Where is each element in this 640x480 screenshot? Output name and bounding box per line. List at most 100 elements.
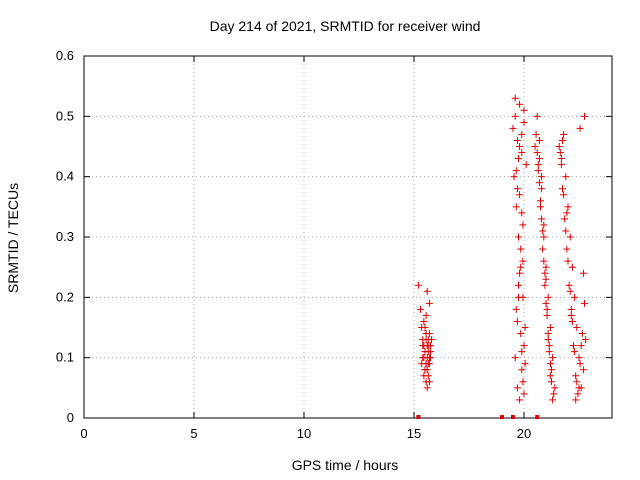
data-point [515,233,522,241]
data-point [517,245,525,253]
data-point [520,106,528,114]
data-point [563,209,571,217]
data-point [562,227,570,235]
data-point [421,348,429,356]
data-point [546,360,554,368]
data-point [517,330,525,338]
zero-marker [535,415,540,419]
data-point [515,155,522,163]
data-point [513,384,521,392]
data-point [510,173,518,181]
data-point [556,149,564,157]
data-point [420,317,428,325]
data-point [513,136,521,144]
data-point [516,269,524,277]
data-point [545,348,553,356]
data-point [564,203,572,211]
gridlines [84,56,612,418]
data-point [575,354,583,362]
y-tick-label: 0.4 [56,169,74,184]
data-point [557,161,565,169]
data-point [518,149,526,157]
data-point [425,299,433,307]
data-point [539,245,547,253]
data-point [550,390,558,398]
data-point [535,136,543,144]
data-point [418,360,426,368]
data-point [520,390,528,398]
data-point [516,143,524,150]
data-point [560,191,568,199]
zero-marker [500,415,504,419]
data-point [535,179,543,187]
data-point [517,263,525,271]
data-point [576,124,584,132]
data-point [516,100,524,108]
y-axis-label: SRMTID / TECUs [5,183,21,293]
data-point [532,130,540,138]
data-point [566,287,574,295]
data-point [540,221,548,229]
data-point [559,185,566,193]
data-point [545,342,553,350]
data-point [571,348,579,356]
data-point [537,203,544,211]
data-point [581,112,588,120]
data-point [544,336,552,344]
data-point [544,330,552,338]
data-point [414,281,422,289]
data-point [568,317,576,325]
y-tick-label: 0.6 [56,48,74,63]
x-tick-label: 20 [517,426,531,441]
data-point [566,233,574,241]
data-point [582,336,590,344]
data-point [421,324,429,331]
x-tick-label: 0 [80,426,87,441]
data-point [570,342,577,350]
y-tick-label: 0.1 [56,350,74,365]
data-point [518,366,526,374]
data-point [511,354,519,362]
data-point [518,209,526,217]
data-point [515,293,522,301]
data-point [521,324,529,331]
data-point [422,311,430,319]
data-point [538,185,546,193]
x-tick-label: 15 [407,426,421,441]
y-tick-label: 0.2 [56,289,74,304]
data-point [576,360,584,368]
data-point [520,118,528,126]
y-tick-label: 0 [67,410,74,425]
data-point [513,317,521,325]
data-point [519,221,527,229]
data-point [539,227,547,235]
data-point [542,299,550,307]
data-point [518,348,526,356]
data-point [543,311,551,319]
data-point [544,293,552,301]
data-point [574,390,582,398]
data-point [420,372,428,380]
data-point [534,167,542,175]
data-point [511,112,519,120]
data-point [560,130,568,138]
data-point [512,203,520,211]
data-point [541,281,549,289]
data-point [573,324,581,331]
data-point [561,215,569,223]
data-point [509,124,517,132]
data-point [512,167,520,175]
data-point [579,269,587,277]
data-point [541,269,549,277]
data-point [557,155,565,163]
data-point [518,130,526,138]
data-point [535,155,543,163]
data-point [568,263,576,271]
data-point [571,293,579,301]
data-points [414,94,590,419]
data-point [562,173,570,181]
x-tick-label: 5 [190,426,197,441]
data-point [549,354,557,362]
